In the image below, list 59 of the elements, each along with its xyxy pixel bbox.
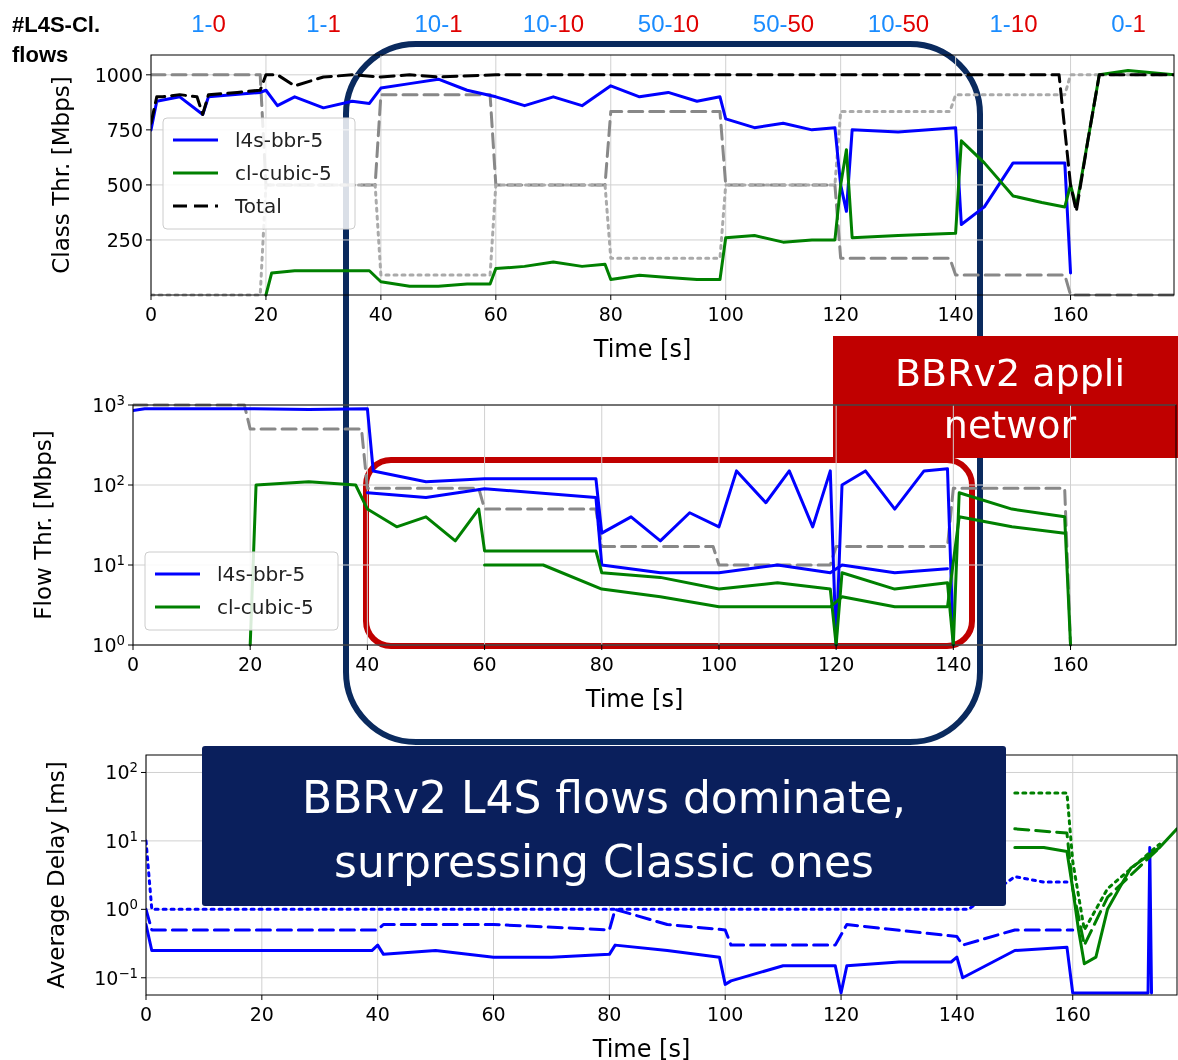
x-axis-title: Time [s]	[591, 1035, 691, 1060]
x-tick-label: 0	[144, 303, 158, 325]
text: 0-1	[1111, 10, 1146, 37]
y-tick-label: 10$^{1}$	[105, 828, 138, 852]
legend-label: l4s-bbr-5	[217, 562, 306, 586]
y-tick-label: 10$^{0}$	[92, 632, 125, 656]
x-axis-title: Time [s]	[584, 685, 684, 713]
y-axis-title: Class Thr. [Mbps]	[48, 76, 74, 274]
x-tick-label: 160	[1052, 653, 1089, 675]
y-axis-title: Flow Thr. [Mbps]	[30, 430, 56, 620]
x-tick-label: 0	[126, 653, 140, 675]
x-tick-label: 60	[481, 1003, 506, 1025]
legend-label: cl-cubic-5	[235, 161, 332, 185]
x-tick-label: 100	[700, 653, 738, 675]
x-tick-label: 100	[707, 1003, 744, 1025]
x-tick-label: 20	[249, 1003, 274, 1025]
legend-label: cl-cubic-5	[217, 595, 314, 619]
x-tick-label: 120	[818, 653, 855, 675]
y-axis-title: Average Delay [ms]	[43, 761, 69, 989]
y-tick-label: 10$^{3}$	[92, 392, 125, 416]
text: 1-0	[191, 10, 226, 37]
x-tick-label: 20	[253, 303, 279, 325]
x-tick-label: 100	[707, 303, 744, 325]
x-tick-label: 140	[938, 1003, 976, 1025]
x-tick-label: 160	[1052, 303, 1089, 325]
x-tick-label: 60	[483, 303, 508, 325]
x-tick-label: 80	[589, 653, 614, 675]
y-tick-label: 10$^{0}$	[105, 896, 138, 921]
y-tick-label: 10$^{−1}$	[94, 965, 138, 989]
text: 1-1	[306, 10, 341, 37]
x-tick-label: 40	[355, 653, 380, 675]
x-tick-label: 60	[472, 653, 497, 675]
x-tick-label: 160	[1054, 1003, 1091, 1025]
x-tick-label: 120	[822, 303, 859, 325]
x-tick-label: 80	[598, 303, 623, 325]
y-tick-label: 750	[106, 118, 143, 141]
annotation: BBRv2 L4S flows dominate, surpressing Classic ones	[301, 772, 907, 887]
legend-label: l4s-bbr-5	[235, 128, 324, 152]
x-tick-label: 40	[365, 1003, 390, 1025]
x-tick-label: 120	[822, 1003, 860, 1025]
x-axis-title: Time [s]	[592, 335, 692, 363]
text: 10-1	[414, 10, 463, 37]
text: 10-50	[867, 10, 930, 37]
y-tick-label: 250	[106, 228, 143, 251]
x-tick-label: 0	[139, 1003, 153, 1025]
text: 50-50	[752, 10, 815, 37]
y-tick-label: 10$^{1}$	[92, 552, 125, 576]
legend-label: Total	[234, 194, 282, 218]
x-tick-label: 80	[597, 1003, 622, 1025]
x-tick-label: 20	[238, 653, 263, 675]
x-tick-label: 40	[368, 303, 393, 325]
text: 10-10	[522, 10, 585, 37]
x-tick-label: 140	[935, 653, 972, 675]
y-tick-label: 10$^{2}$	[105, 759, 138, 784]
y-tick-label: 500	[106, 173, 143, 196]
text: 50-10	[637, 10, 700, 37]
text: 1-10	[989, 10, 1038, 37]
y-tick-label: 10$^{2}$	[92, 472, 125, 496]
x-tick-label: 140	[937, 303, 974, 325]
